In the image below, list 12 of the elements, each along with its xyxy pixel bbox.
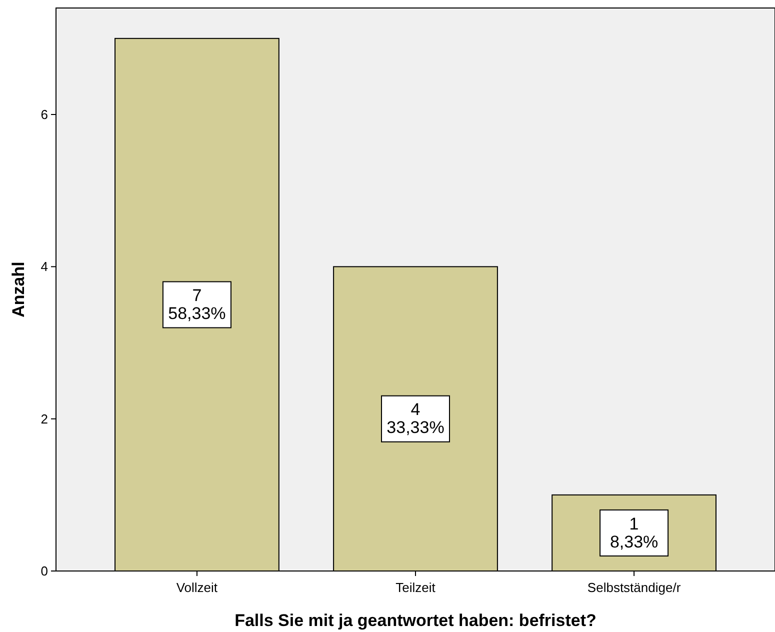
y-tick-label: 6 <box>40 107 48 122</box>
y-tick-label: 4 <box>40 259 48 274</box>
x-tick-label: Vollzeit <box>176 580 218 595</box>
y-tick-label: 2 <box>40 411 48 426</box>
data-label: 1 8,33% <box>610 514 658 552</box>
data-label: 4 33,33% <box>386 400 444 438</box>
x-axis-title: Falls Sie mit ja geantwortet haben: befristet? <box>234 611 596 630</box>
y-tick-label: 0 <box>40 564 48 579</box>
x-tick-label: Teilzeit <box>396 580 436 595</box>
data-label: 7 58,33% <box>168 286 226 324</box>
y-axis-title: Anzahl <box>9 262 28 318</box>
x-tick-label: Selbstständige/r <box>587 580 682 595</box>
